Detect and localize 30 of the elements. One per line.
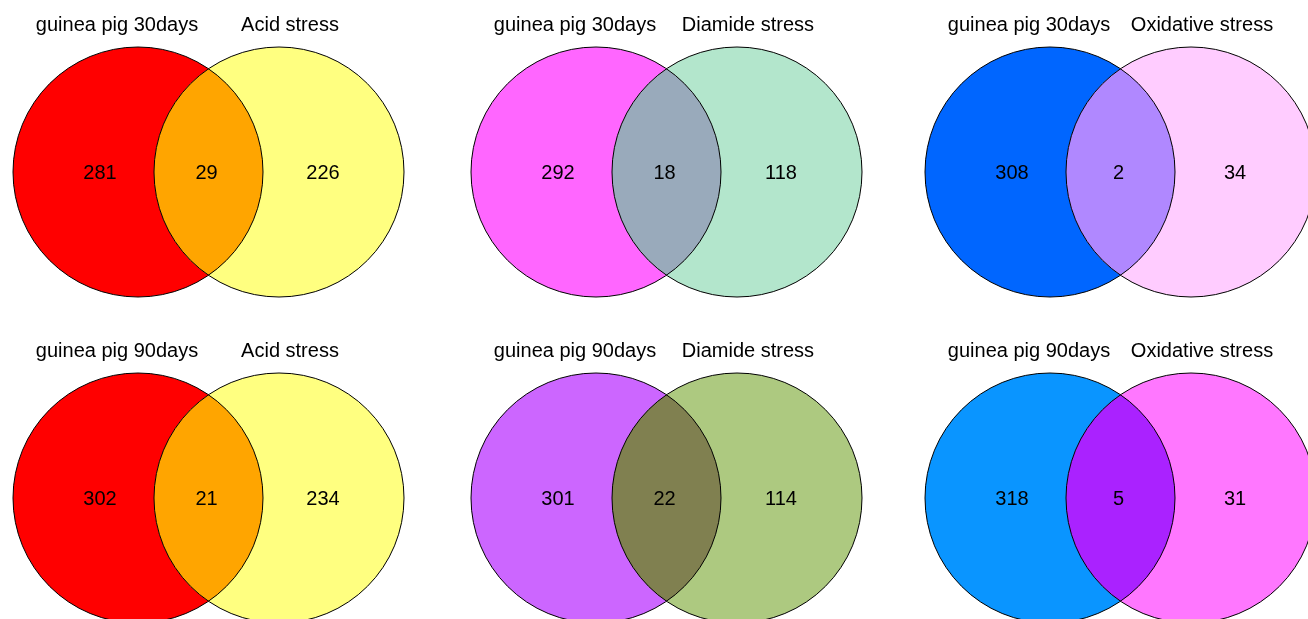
text: Oxidative stress [1130, 13, 1274, 36]
data-label: 29 [195, 161, 218, 184]
data-label: 302 [83, 487, 117, 510]
data-label: 118 [765, 161, 797, 184]
data-label: 234 [306, 487, 340, 510]
data-label: 22 [653, 487, 676, 510]
text: Acid stress [241, 13, 339, 36]
text: guinea pig 90days [947, 339, 1111, 362]
data-label: 18 [653, 161, 676, 184]
data-label: 34 [1223, 161, 1247, 184]
data-label: 5 [1112, 487, 1125, 510]
data-label: 308 [995, 161, 1029, 184]
text: Acid stress [241, 339, 339, 362]
data-label: 318 [995, 487, 1029, 510]
data-label: 2 [1112, 161, 1125, 184]
data-label: 292 [541, 161, 575, 184]
text: Diamide stress [681, 13, 815, 36]
data-label: 226 [306, 161, 340, 184]
text: guinea pig 30days [35, 13, 199, 36]
data-label: 31 [1223, 487, 1247, 510]
data-label: 281 [83, 161, 117, 184]
text: guinea pig 90days [493, 339, 657, 362]
text: Oxidative stress [1130, 339, 1274, 362]
data-label: 301 [541, 487, 575, 510]
text: guinea pig 90days [35, 339, 199, 362]
data-label: 114 [765, 487, 797, 510]
text: guinea pig 30days [947, 13, 1111, 36]
data-label: 21 [195, 487, 218, 510]
text: guinea pig 30days [493, 13, 657, 36]
text: Diamide stress [681, 339, 815, 362]
